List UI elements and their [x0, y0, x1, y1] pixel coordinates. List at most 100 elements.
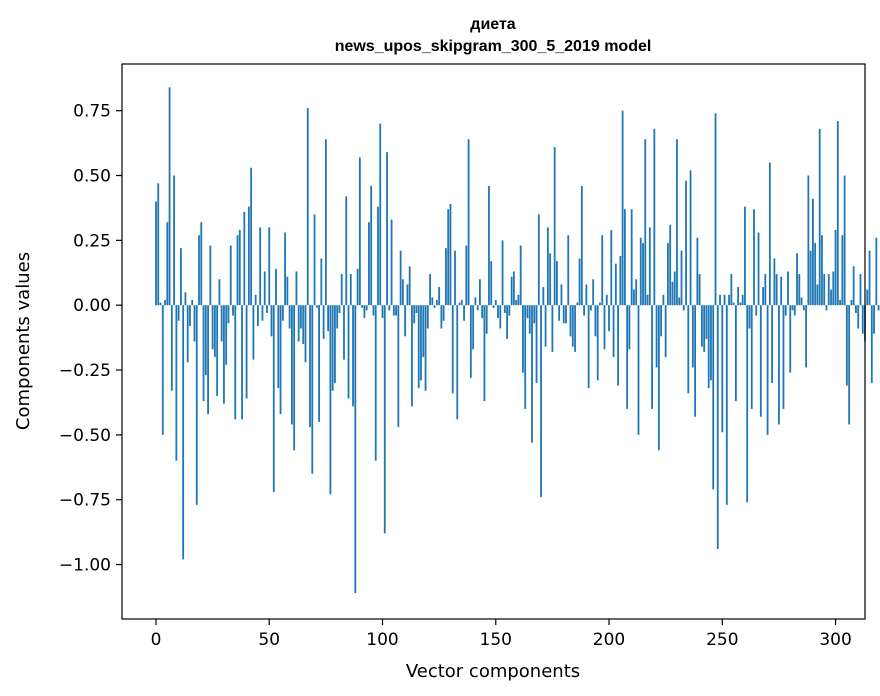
bar [254, 294, 257, 306]
bar [855, 305, 857, 313]
bar [279, 305, 282, 415]
bar [349, 274, 352, 306]
bar [682, 305, 685, 311]
bar [535, 305, 538, 383]
bar [719, 294, 721, 306]
bar [358, 157, 361, 306]
x-axis: 0 50 100 150 200 250 300 [151, 619, 852, 650]
y-tick-label: 0.75 [73, 102, 111, 122]
bar [596, 305, 599, 381]
bar [556, 261, 558, 306]
bar [678, 297, 681, 306]
bar [442, 305, 445, 321]
bar [601, 235, 604, 306]
bar [227, 305, 230, 324]
bar [506, 305, 508, 339]
bar [628, 305, 631, 350]
bar [377, 206, 379, 306]
bar [705, 305, 708, 339]
bar [762, 287, 764, 306]
bar [549, 253, 552, 306]
bar [689, 170, 692, 306]
y-tick-label: −0.75 [59, 491, 111, 511]
bar [331, 305, 334, 391]
bar [347, 305, 350, 399]
bar [365, 305, 368, 311]
bar [281, 305, 284, 321]
bar [569, 305, 572, 337]
bar [766, 305, 769, 435]
bar [352, 305, 354, 407]
bar [773, 258, 776, 306]
chart-subtitle: news_upos_skipgram_300_5_2019 model [335, 38, 652, 55]
bar [386, 152, 388, 306]
bar [241, 305, 243, 420]
bar [793, 305, 796, 316]
bar [787, 271, 789, 306]
bar [290, 305, 293, 425]
bar [356, 268, 359, 306]
bar [320, 258, 323, 306]
bar [406, 284, 409, 306]
bar [247, 206, 250, 306]
bar [263, 271, 266, 306]
bar [195, 305, 198, 505]
bar [827, 274, 830, 306]
bar [207, 305, 209, 415]
bar [456, 305, 459, 420]
bar [696, 237, 699, 306]
bar [558, 305, 561, 321]
bar [599, 302, 601, 306]
bar [567, 235, 570, 306]
bar [324, 139, 327, 306]
x-tick-label: 50 [258, 630, 280, 650]
bar [370, 185, 373, 306]
bar [395, 305, 397, 316]
y-tick-label: 0.00 [73, 296, 111, 316]
bar [275, 268, 277, 306]
bar [875, 237, 878, 306]
bar [277, 305, 280, 389]
bar [225, 305, 228, 365]
bar [587, 305, 590, 389]
bar [748, 305, 751, 329]
bar [304, 305, 307, 363]
bar [166, 222, 169, 306]
bar [433, 305, 436, 308]
bar [750, 305, 753, 409]
bar [798, 274, 801, 306]
bar [662, 294, 665, 306]
bar [429, 274, 431, 306]
bar [866, 289, 869, 306]
bar [653, 128, 656, 306]
bar [270, 305, 273, 337]
bar [257, 305, 259, 326]
bar [811, 198, 814, 306]
bar [268, 227, 271, 306]
bar [293, 305, 296, 451]
bar [775, 274, 778, 306]
bar [830, 289, 832, 306]
bar [318, 305, 320, 422]
bar [209, 245, 212, 306]
bar [424, 305, 427, 391]
bar [252, 305, 255, 360]
bar [322, 305, 325, 339]
bar [594, 305, 597, 337]
bar [841, 235, 844, 306]
bar [605, 294, 608, 306]
bar [610, 229, 613, 306]
y-tick-label: −0.50 [59, 426, 111, 446]
bar [723, 294, 726, 306]
bar [868, 250, 871, 306]
bar [778, 305, 780, 425]
bar [438, 287, 441, 306]
bar [250, 167, 253, 306]
y-axis-label: Components values [13, 252, 34, 430]
bar [687, 305, 690, 394]
bar [848, 305, 851, 425]
bar [608, 305, 610, 332]
bar [492, 305, 495, 308]
x-tick-label: 300 [819, 630, 851, 650]
bar [782, 305, 785, 409]
